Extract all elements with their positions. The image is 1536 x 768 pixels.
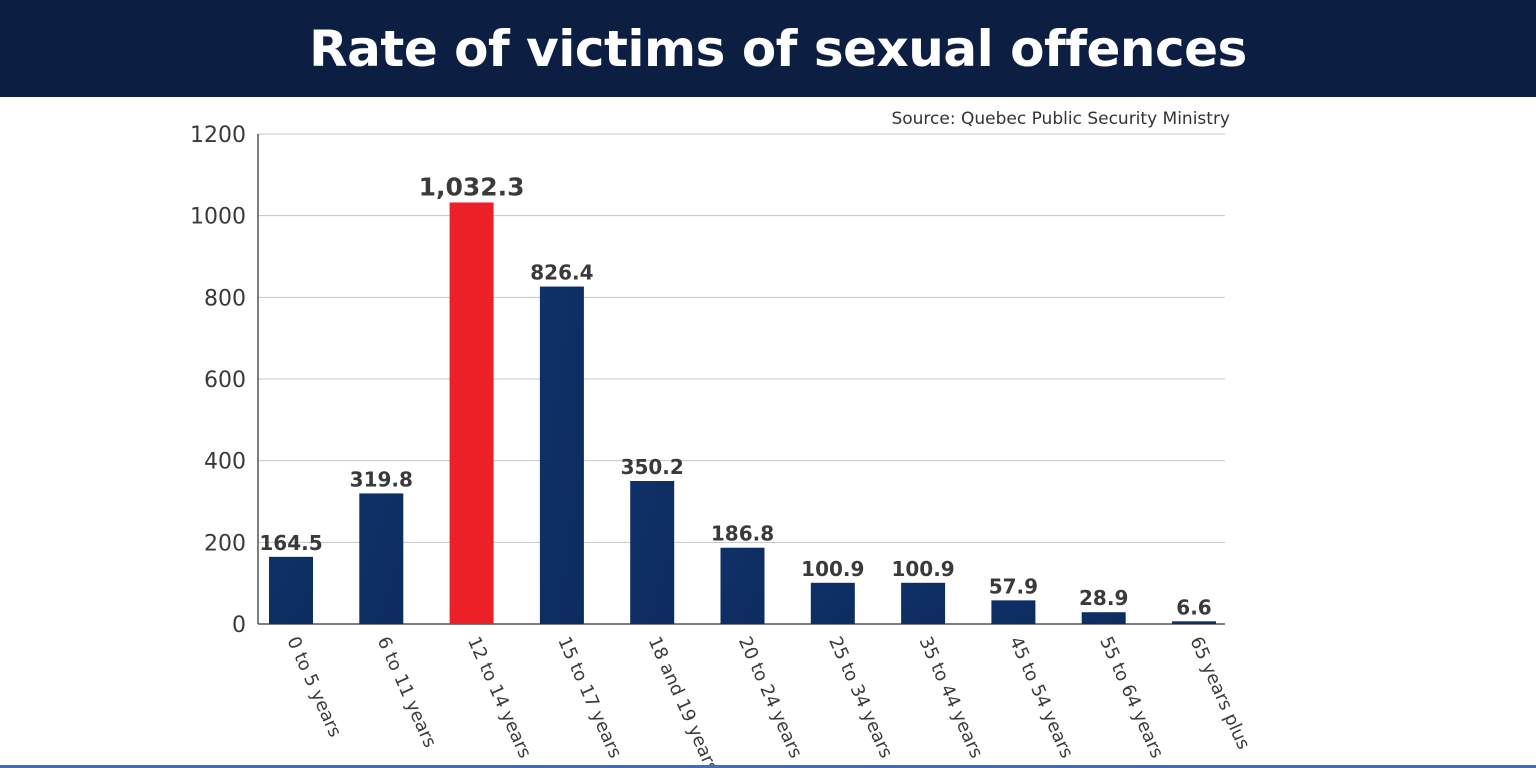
bottom-accent-line	[0, 765, 1536, 768]
y-tick-label: 400	[204, 450, 246, 475]
bar-value-label: 186.8	[711, 522, 774, 546]
bar-value-label: 100.9	[801, 557, 864, 581]
bar-15-to-17-years	[539, 286, 584, 624]
bar-18-and-19-years	[630, 481, 675, 624]
x-tick-label: 6 to 11 years	[373, 633, 441, 750]
x-tick-label: 25 to 34 years	[824, 633, 896, 761]
bar-value-label: 164.5	[259, 531, 322, 555]
bar-value-label: 6.6	[1176, 595, 1211, 619]
y-tick-label: 1000	[190, 205, 246, 230]
x-tick-label: 65 years plus	[1185, 633, 1253, 752]
y-tick-label: 200	[204, 531, 246, 556]
bar-value-label: 57.9	[989, 574, 1038, 598]
source-note: Source: Quebec Public Security Ministry	[891, 109, 1230, 129]
y-tick-label: 600	[204, 368, 246, 393]
title-banner: Rate of victims of sexual offences	[0, 0, 1536, 97]
x-tick-label: 35 to 44 years	[915, 633, 987, 761]
bar-value-label: 28.9	[1079, 586, 1128, 610]
y-tick-label: 0	[232, 613, 246, 638]
bar-45-to-54-years	[991, 600, 1036, 624]
chart-title: Rate of victims of sexual offences	[309, 19, 1247, 78]
bar-value-label: 319.8	[350, 467, 413, 491]
x-tick-label: 20 to 24 years	[734, 633, 806, 761]
bar-35-to-44-years	[901, 582, 946, 624]
bar-0-to-5-years	[269, 556, 313, 624]
bar-value-label: 350.2	[621, 455, 684, 479]
bar-20-to-24-years	[720, 547, 765, 624]
x-tick-label: 0 to 5 years	[282, 633, 345, 740]
x-tick-label: 15 to 17 years	[553, 633, 625, 761]
x-tick-label: 12 to 14 years	[463, 633, 535, 761]
x-tick-label: 45 to 54 years	[1005, 633, 1077, 761]
x-tick-label: 18 and 19 years	[644, 633, 723, 768]
bar-55-to-64-years	[1081, 612, 1126, 624]
bar-6-to-11-years	[359, 493, 404, 624]
bar-65-years-plus	[1172, 621, 1216, 624]
x-tick-label: 55 to 64 years	[1095, 633, 1167, 761]
y-tick-label: 1200	[190, 123, 246, 148]
bar-value-label: 1,032.3	[419, 172, 525, 201]
y-tick-label: 800	[204, 286, 246, 311]
bar-value-label: 100.9	[891, 557, 954, 581]
bar-25-to-34-years	[810, 582, 855, 624]
bar-value-label: 826.4	[530, 261, 593, 285]
bar-12-to-14-years	[449, 202, 494, 625]
